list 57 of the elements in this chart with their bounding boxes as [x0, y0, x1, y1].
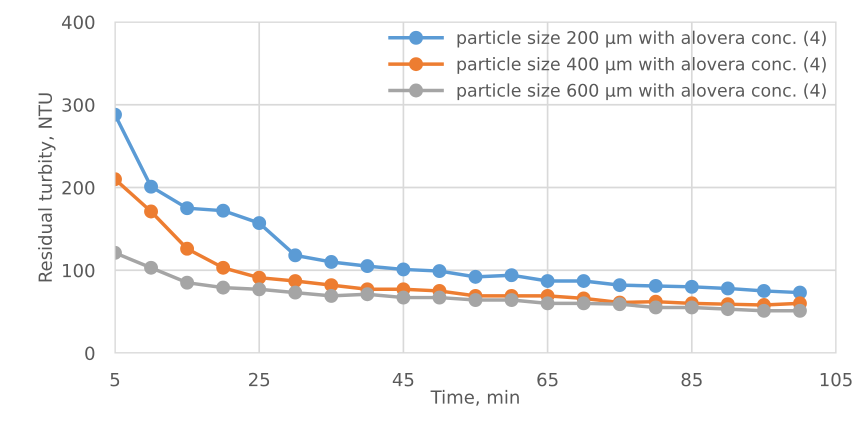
- point: [396, 290, 410, 304]
- point: [252, 216, 266, 230]
- point: [252, 282, 266, 296]
- point: [612, 278, 627, 292]
- point: [576, 296, 591, 310]
- point: [288, 248, 302, 262]
- point: [576, 274, 591, 288]
- point: [180, 276, 194, 290]
- point: [324, 255, 338, 269]
- point: [144, 204, 158, 218]
- point: [216, 204, 230, 218]
- point: [144, 180, 158, 194]
- y-axis-title: Residual turbity, NTU: [38, 93, 56, 282]
- x-tick-label: 65: [537, 372, 558, 386]
- y-tick-label: 200: [62, 180, 94, 195]
- point: [684, 300, 699, 314]
- point: [468, 270, 482, 284]
- x-axis-title: Time, min: [430, 390, 519, 406]
- point: [793, 304, 807, 318]
- y-tick-label: 0: [85, 346, 94, 360]
- point: [468, 293, 482, 307]
- point: [396, 262, 410, 276]
- point: [432, 290, 446, 304]
- point: [756, 284, 771, 298]
- point: [540, 274, 555, 288]
- point: [504, 268, 518, 282]
- point: [288, 286, 302, 300]
- legend-label: particle size 200 µm with alovera conc. (4): [458, 30, 826, 48]
- point: [684, 280, 699, 294]
- point: [540, 296, 555, 310]
- point: [648, 300, 663, 314]
- point: [360, 287, 374, 302]
- point: [180, 242, 194, 256]
- point: [504, 293, 518, 307]
- point: [288, 274, 302, 288]
- legend-label: particle size 400 µm with alovera conc. (4): [458, 57, 826, 74]
- point: [216, 280, 230, 295]
- point: [216, 260, 230, 275]
- point: [720, 282, 735, 296]
- point: [360, 259, 374, 274]
- point: [648, 279, 663, 293]
- point: [180, 201, 194, 216]
- point: [432, 264, 446, 278]
- x-tick-label: 45: [392, 373, 414, 386]
- point: [720, 302, 735, 316]
- point: [252, 270, 266, 285]
- x-tick-label: 85: [682, 372, 702, 386]
- point: [144, 260, 158, 275]
- y-tick-label: 100: [63, 264, 94, 278]
- x-tick-label: 5: [110, 373, 120, 386]
- y-tick-label: 300: [62, 98, 94, 112]
- legend-label: particle size 600 µm with alovera conc. (4): [458, 83, 826, 100]
- point: [324, 288, 338, 303]
- y-tick-label: 400: [62, 15, 94, 30]
- x-tick-label: 25: [249, 372, 270, 386]
- x-tick-label: 105: [820, 372, 852, 386]
- point: [756, 304, 771, 318]
